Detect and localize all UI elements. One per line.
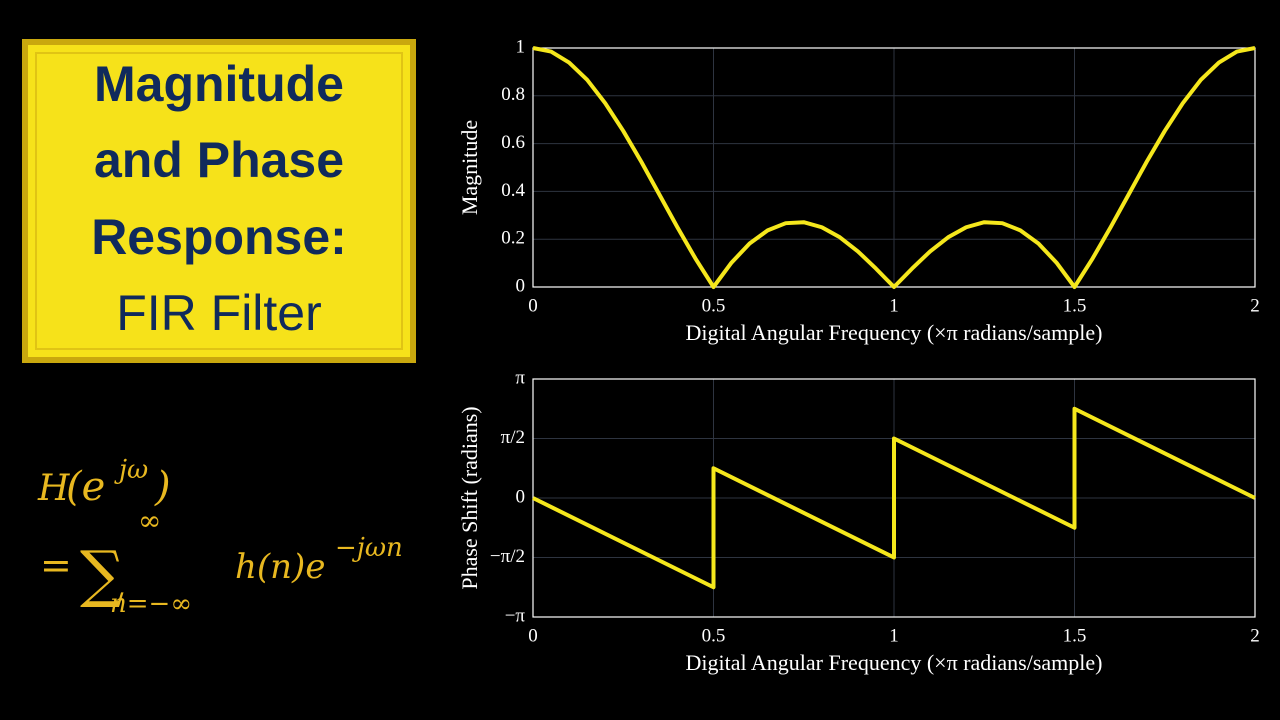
y-tick-label: π/2 — [501, 427, 525, 448]
title-box-inner — [35, 52, 403, 350]
x-tick-label: 2 — [1250, 295, 1260, 316]
x-tick-label: 1 — [889, 295, 899, 316]
formula-lhs-close: ) — [154, 464, 171, 510]
x-tick-label: 1 — [889, 625, 899, 646]
x-tick-label: 1.5 — [1063, 295, 1087, 316]
x-tick-label: 0.5 — [702, 295, 726, 316]
y-tick-label: 0 — [516, 275, 526, 296]
line — [532, 406, 1256, 590]
y-tick-label: 0.6 — [501, 132, 525, 153]
formula-lhs-sup: jω — [114, 455, 148, 485]
x-tick-label: 1.5 — [1063, 625, 1087, 646]
formula-equals: = — [40, 543, 72, 587]
y-tick-label: 0.2 — [501, 228, 525, 249]
formula-lhs: H — [37, 468, 70, 509]
formula-term: h(n)e — [235, 547, 325, 587]
y-tick-label: 0.4 — [501, 180, 525, 201]
x-tick-label: 2 — [1250, 625, 1260, 646]
y-axis-label: Magnitude — [457, 120, 482, 215]
formula-sum-lower: n=−∞ — [110, 589, 192, 619]
title-box — [22, 39, 416, 363]
formula-term-sup: −jωn — [335, 533, 403, 563]
y-tick-label: −π/2 — [490, 546, 525, 567]
title-line: FIR Filter — [116, 285, 322, 341]
title-line: Response: — [91, 209, 347, 265]
x-tick-label: 0 — [528, 295, 538, 316]
y-tick-label: π — [515, 367, 525, 388]
y-tick-label: 0.8 — [501, 84, 525, 105]
y-axis-label: Phase Shift (radians) — [457, 406, 482, 589]
x-tick-label: 0 — [528, 625, 538, 646]
y-tick-label: 1 — [516, 36, 526, 57]
y-tick-label: 0 — [516, 486, 526, 507]
y-tick-label: −π — [505, 605, 526, 626]
formula-sum: ∑ — [80, 537, 124, 610]
title-line: and Phase — [94, 132, 344, 188]
x-axis-label: Digital Angular Frequency (×π radians/sa… — [686, 650, 1103, 675]
x-axis-label: Digital Angular Frequency (×π radians/sa… — [686, 320, 1103, 345]
line — [532, 46, 1256, 289]
formula-lhs-open: (e — [66, 464, 105, 510]
x-tick-label: 0.5 — [702, 625, 726, 646]
title-line: Magnitude — [94, 56, 344, 112]
formula-sum-upper: ∞ — [138, 504, 161, 537]
